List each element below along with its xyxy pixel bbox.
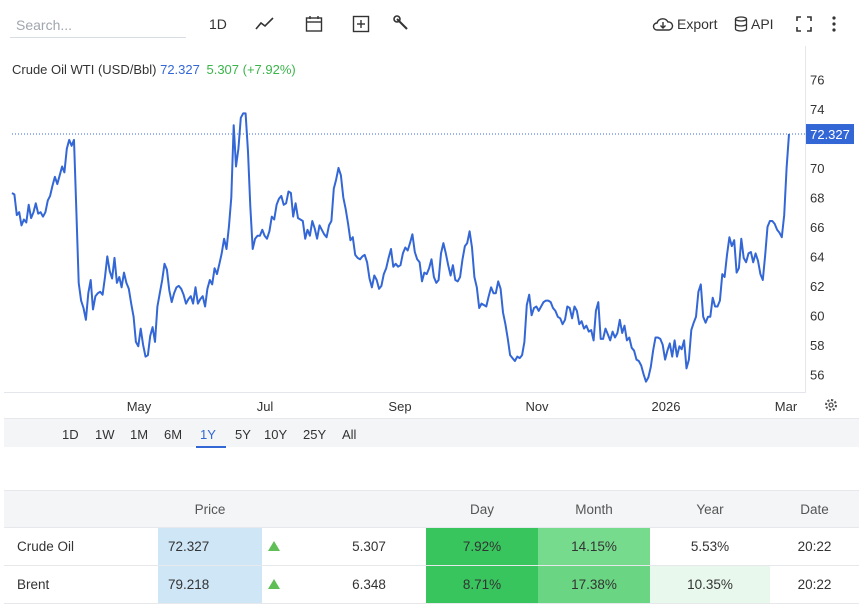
x-tick-label: Sep: [388, 399, 411, 414]
y-tick-label: 76: [810, 72, 824, 87]
row-year: 10.35%: [650, 565, 770, 604]
plus-box-icon[interactable]: [352, 13, 370, 35]
export-label: Export: [677, 16, 718, 32]
range-active-underline: [196, 446, 226, 448]
row-change: 6.348: [312, 565, 426, 604]
header-price: Price: [158, 490, 262, 528]
row-month: 17.38%: [538, 565, 650, 604]
search-input[interactable]: [10, 12, 186, 38]
table-row[interactable]: Crude Oil 72.327 5.307 7.92% 14.15% 5.53…: [4, 527, 859, 566]
range-25y[interactable]: 25Y: [303, 427, 327, 442]
period-selector[interactable]: 1D: [209, 16, 227, 32]
last-price-label: 72.327: [810, 127, 850, 142]
x-tick-label: Jul: [257, 399, 274, 414]
row-day: 7.92%: [426, 527, 538, 566]
y-tick-label: 68: [810, 190, 824, 205]
range-1m[interactable]: 1M: [130, 427, 149, 442]
row-name[interactable]: Crude Oil: [4, 527, 158, 566]
range-all[interactable]: All: [342, 427, 357, 442]
row-change: 5.307: [312, 527, 426, 566]
calendar-icon[interactable]: [305, 13, 323, 35]
range-5y[interactable]: 5Y: [235, 427, 251, 442]
chart-toolbar: 1D Export API: [0, 0, 864, 46]
range-1w[interactable]: 1W: [95, 427, 115, 442]
row-price: 72.327: [158, 527, 262, 566]
row-year: 5.53%: [650, 527, 770, 566]
y-tick-label: 64: [810, 249, 824, 264]
database-icon: [734, 16, 748, 32]
header-day: Day: [426, 490, 538, 528]
row-arrow: [262, 565, 312, 604]
range-6m[interactable]: 6M: [164, 427, 183, 442]
y-tick-label: 58: [810, 338, 824, 353]
range-1d[interactable]: 1D: [62, 427, 79, 442]
y-tick-label: 62: [810, 279, 824, 294]
series-line: [11, 112, 790, 383]
cloud-download-icon: [652, 18, 674, 31]
x-tick-label: Nov: [525, 399, 549, 414]
wrench-icon[interactable]: [393, 13, 411, 35]
row-price: 79.218: [158, 565, 262, 604]
x-tick-label: 2026: [652, 399, 681, 414]
row-month: 14.15%: [538, 527, 650, 566]
more-vertical-icon[interactable]: [831, 13, 837, 35]
up-arrow-icon: [268, 541, 280, 551]
y-tick-label: 56: [810, 367, 824, 382]
api-label: API: [751, 16, 774, 32]
header-month: Month: [538, 490, 650, 528]
y-tick-label: 74: [810, 102, 824, 117]
row-day: 8.71%: [426, 565, 538, 604]
quotes-table: Price Day Month Year Date Crude Oil 72.3…: [4, 490, 859, 604]
header-change: [312, 490, 426, 528]
range-1y[interactable]: 1Y: [200, 427, 216, 442]
header-date: Date: [770, 490, 859, 528]
row-date: 20:22: [770, 527, 859, 566]
y-tick-label: 66: [810, 220, 824, 235]
header-name: [4, 490, 158, 528]
last-price-box: [806, 124, 854, 145]
x-tick-label: Mar: [775, 399, 798, 414]
row-arrow: [262, 527, 312, 566]
header-arrow: [262, 490, 312, 528]
y-tick-label: 60: [810, 308, 824, 323]
range-selector: 1D 1W 1M 6M 1Y 5Y 10Y 25Y All: [4, 418, 859, 448]
range-10y[interactable]: 10Y: [264, 427, 288, 442]
y-tick-label: 70: [810, 161, 824, 176]
row-date: 20:22: [770, 565, 859, 604]
fullscreen-icon[interactable]: [795, 13, 813, 35]
row-name[interactable]: Brent: [4, 565, 158, 604]
up-arrow-icon: [268, 579, 280, 589]
table-header-row: Price Day Month Year Date: [4, 490, 859, 528]
legend-change: 5.307 (+7.92%): [206, 62, 296, 77]
header-year: Year: [650, 490, 770, 528]
settings-icon[interactable]: [825, 399, 837, 411]
table-row[interactable]: Brent 79.218 6.348 8.71% 17.38% 10.35% 2…: [4, 565, 859, 604]
line-chart-icon[interactable]: [255, 13, 275, 35]
export-button[interactable]: Export: [652, 13, 717, 35]
legend-series-name: Crude Oil WTI (USD/Bbl): [12, 62, 157, 77]
legend-price: 72.327: [160, 62, 200, 77]
x-tick-label: May: [127, 399, 152, 414]
api-button[interactable]: API: [734, 13, 774, 35]
chart-legend: Crude Oil WTI (USD/Bbl) 72.327 5.307 (+7…: [12, 62, 296, 77]
price-chart[interactable]: 565860626466687072747672.327MayJulSepNov…: [0, 0, 864, 420]
